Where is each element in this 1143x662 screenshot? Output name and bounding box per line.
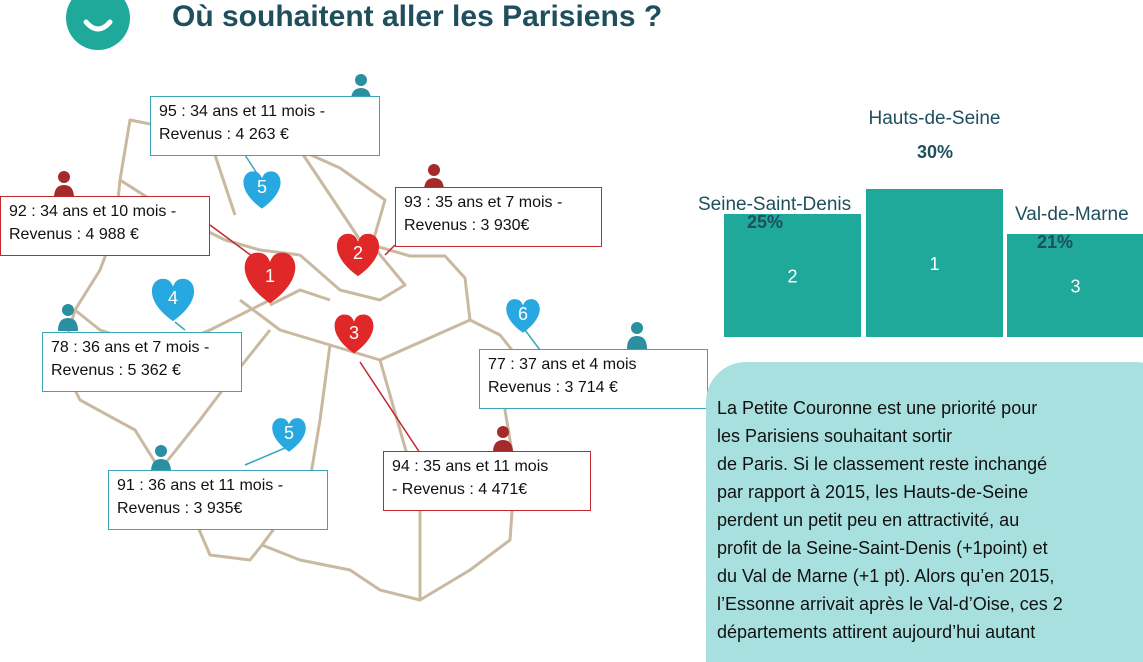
label-line: 78 : 36 ans et 7 mois - [51, 339, 210, 356]
category-label: Hauts-de-Seine [868, 108, 1000, 129]
summary-line: les Parisiens souhaitant sortir [717, 426, 953, 446]
label-line: Revenus : 3 935€ [117, 500, 243, 517]
person-icon [58, 304, 78, 331]
summary-line: La Petite Couronne est une priorité pour [717, 398, 1038, 418]
value-label: 25% [747, 212, 783, 232]
category-label: Val-de-Marne [1015, 204, 1129, 225]
leader-line-91 [244, 447, 286, 466]
summary-line: de Paris. Si le classement reste inchang… [717, 454, 1048, 474]
summary-line: départements attirent aujourd’hui autant [717, 622, 1036, 642]
summary-line: du Val de Marne (+1 pt). Alors qu’en 201… [717, 566, 1055, 586]
label-line: Revenus : 5 362 € [51, 362, 181, 379]
heart-icon-93: 2 [333, 232, 383, 278]
label-line: 95 : 34 ans et 11 mois - [159, 103, 326, 120]
summary-text: La Petite Couronne est une priorité pour… [717, 394, 1127, 646]
label-box-91: 91 : 36 ans et 11 mois - Revenus : 3 935… [108, 470, 328, 530]
leader-line-93 [384, 244, 396, 256]
label-line: 77 : 37 ans et 4 mois [488, 356, 637, 373]
label-box-77: 77 : 37 ans et 4 mois Revenus : 3 714 € [479, 349, 708, 409]
category-label: Seine-Saint-Denis [698, 194, 851, 215]
label-box-95: 95 : 34 ans et 11 mois - Revenus : 4 263… [150, 96, 380, 156]
label-line: Revenus : 3 930€ [404, 217, 530, 234]
label-line: 91 : 36 ans et 11 mois - [117, 477, 284, 494]
person-icon [627, 322, 647, 349]
heart-icon-91: 5 [269, 417, 309, 453]
heart-icon-77: 6 [503, 298, 543, 334]
logo [66, 0, 130, 50]
heart-icon-92: 1 [240, 250, 300, 306]
heart-icon-78: 4 [148, 277, 198, 323]
dept-boundary [158, 329, 272, 471]
summary-panel [706, 362, 1143, 662]
label-line: Revenus : 4 263 € [159, 126, 289, 143]
bar-rank-label: 1 [929, 254, 939, 274]
heart-icon-94: 3 [331, 313, 377, 355]
label-box-92: 92 : 34 ans et 10 mois - Revenus : 4 988… [0, 196, 210, 256]
summary-line: par rapport à 2015, les Hauts-de-Seine [717, 482, 1029, 502]
leader-line-77 [524, 329, 541, 351]
summary-line: perdent un petit peu en attractivité, au [717, 510, 1020, 530]
label-line: 93 : 35 ans et 7 mois - [404, 194, 563, 211]
dept-boundary [299, 244, 407, 302]
label-box-78: 78 : 36 ans et 7 mois - Revenus : 5 362 … [42, 332, 242, 392]
bar-rank-label: 2 [787, 267, 797, 287]
summary-line: profit de la Seine-Saint-Denis (+1point)… [717, 538, 1048, 558]
label-box-93: 93 : 35 ans et 7 mois - Revenus : 3 930€ [395, 187, 602, 247]
leader-line-78 [174, 321, 186, 331]
page-title: Où souhaitent aller les Parisiens ? [172, 0, 663, 33]
bar-seine-saint-denis [722, 212, 863, 339]
label-box-94: 94 : 35 ans et 11 mois - Revenus : 4 471… [383, 451, 591, 511]
dept-boundary [298, 149, 362, 241]
label-line: Revenus : 4 988 € [9, 226, 139, 243]
person-icon [54, 171, 74, 198]
label-line: 92 : 34 ans et 10 mois - [9, 203, 177, 220]
bar-val-de-marne [1005, 232, 1143, 339]
bar-hauts-de-seine [864, 187, 1005, 339]
person-icon [493, 426, 513, 453]
value-label: 30% [917, 142, 953, 162]
bar-rank-label: 3 [1070, 277, 1080, 297]
leader-line-94 [359, 361, 468, 454]
leader-line-95 [244, 154, 259, 176]
dept-boundary [269, 288, 331, 307]
label-line: Revenus : 3 714 € [488, 379, 618, 396]
value-label: 21% [1037, 232, 1073, 252]
label-line: 94 : 35 ans et 11 mois [392, 458, 549, 475]
heart-icon-95: 5 [240, 170, 284, 210]
person-icon [151, 445, 171, 472]
summary-line: l’Essonne arrivait après le Val-d’Oise, … [717, 594, 1063, 614]
label-line: - Revenus : 4 471€ [392, 481, 528, 498]
smile-icon [83, 19, 113, 32]
